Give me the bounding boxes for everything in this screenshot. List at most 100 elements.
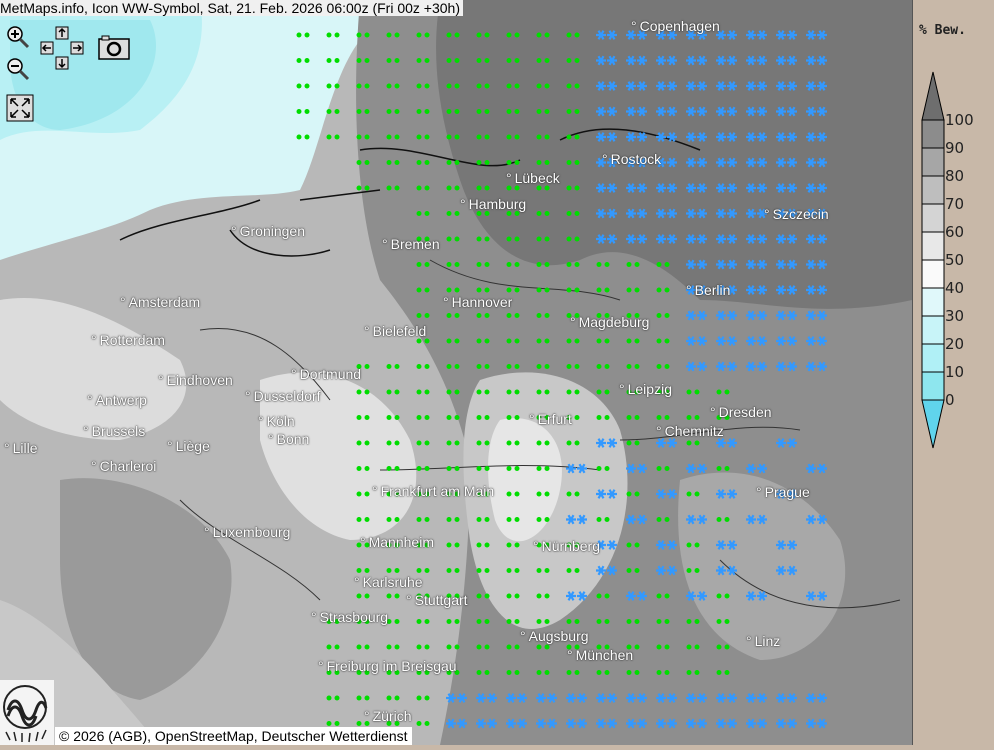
- drizzle-symbol-icon: [536, 109, 550, 114]
- drizzle-symbol-icon: [536, 287, 550, 293]
- snow-symbol-icon: [746, 718, 767, 729]
- snow-symbol-icon: [776, 183, 797, 193]
- zoom-in-icon[interactable]: [5, 24, 33, 52]
- drizzle-symbol-icon: [656, 364, 670, 369]
- drizzle-symbol-icon: [566, 389, 580, 395]
- city-label: Dresden: [710, 405, 772, 419]
- drizzle-symbol-icon: [476, 236, 490, 242]
- snow-symbol-icon: [746, 336, 767, 346]
- drizzle-symbol-icon: [416, 32, 430, 38]
- drizzle-symbol-icon: [596, 338, 610, 344]
- drizzle-symbol-icon: [686, 389, 700, 395]
- snow-symbol-icon: [656, 438, 677, 448]
- drizzle-symbol-icon: [416, 262, 430, 267]
- snow-symbol-icon: [686, 361, 707, 372]
- drizzle-symbol-icon: [446, 415, 460, 420]
- snow-symbol-icon: [656, 106, 677, 117]
- drizzle-symbol-icon: [506, 542, 520, 548]
- drizzle-symbol-icon: [536, 338, 550, 344]
- legend-swatch: [921, 175, 945, 205]
- drizzle-symbol-icon: [446, 58, 460, 63]
- snow-symbol-icon: [776, 693, 797, 703]
- legend-title: % Bew.: [919, 23, 966, 38]
- snow-symbol-icon: [566, 463, 587, 474]
- snow-symbol-icon: [776, 336, 797, 346]
- pan-arrows-icon[interactable]: [40, 26, 86, 72]
- city-label: Rotterdam: [91, 333, 165, 347]
- drizzle-symbol-icon: [506, 134, 520, 140]
- city-label: Eindhoven: [158, 373, 233, 387]
- drizzle-symbol-icon: [656, 338, 670, 344]
- legend: % Bew. 100 90 80 70 60 50 40 30 20 10 0: [912, 0, 994, 745]
- zoom-out-icon[interactable]: [5, 56, 33, 84]
- snow-symbol-icon: [686, 718, 707, 729]
- drizzle-symbol-icon: [506, 415, 520, 420]
- drizzle-symbol-icon: [326, 83, 340, 89]
- fullscreen-icon[interactable]: [6, 94, 34, 122]
- drizzle-symbol-icon: [566, 440, 580, 446]
- snow-symbol-icon: [656, 234, 677, 244]
- snow-symbol-icon: [686, 514, 707, 525]
- drizzle-symbol-icon: [686, 568, 700, 573]
- snow-symbol-icon: [776, 259, 797, 270]
- cloud-cover-layer: [0, 0, 912, 745]
- snow-symbol-icon: [806, 285, 827, 295]
- snow-symbol-icon: [806, 106, 827, 117]
- snow-symbol-icon: [746, 514, 767, 525]
- drizzle-symbol-icon: [386, 466, 400, 471]
- snow-symbol-icon: [746, 106, 767, 117]
- drizzle-symbol-icon: [386, 109, 400, 114]
- drizzle-symbol-icon: [596, 364, 610, 369]
- drizzle-symbol-icon: [476, 517, 490, 522]
- legend-tick-label: 70: [945, 195, 965, 213]
- snow-symbol-icon: [716, 132, 737, 142]
- drizzle-symbol-icon: [356, 491, 370, 497]
- weather-map[interactable]: Copenhagen Rostock Lübeck Hamburg Szczecin Gr…: [0, 0, 912, 745]
- city-label: Leipzig: [619, 382, 672, 396]
- drizzle-symbol-icon: [506, 644, 520, 650]
- drizzle-symbol-icon: [626, 440, 640, 446]
- snow-symbol-icon: [686, 591, 707, 601]
- city-label: Freiburg im Breisgau: [318, 659, 457, 673]
- snow-symbol-icon: [656, 489, 677, 499]
- snow-symbol-icon: [806, 361, 827, 372]
- drizzle-symbol-icon: [386, 389, 400, 395]
- drizzle-symbol-icon: [476, 32, 490, 38]
- drizzle-symbol-icon: [416, 415, 430, 420]
- city-label: Mannheim: [360, 535, 434, 549]
- snow-symbol-icon: [656, 565, 677, 576]
- snow-symbol-icon: [806, 30, 827, 40]
- drizzle-symbol-icon: [686, 670, 700, 675]
- city-label: Antwerp: [87, 393, 147, 407]
- snow-symbol-icon: [776, 132, 797, 142]
- drizzle-symbol-icon: [416, 364, 430, 369]
- drizzle-symbol-icon: [566, 619, 580, 624]
- city-label: Augsburg: [520, 629, 589, 643]
- drizzle-symbol-icon: [386, 593, 400, 599]
- drizzle-symbol-icon: [626, 338, 640, 344]
- snow-symbol-icon: [656, 540, 677, 550]
- drizzle-symbol-icon: [506, 262, 520, 267]
- city-label: Karlsruhe: [354, 575, 423, 589]
- drizzle-symbol-icon: [296, 109, 310, 114]
- snow-symbol-icon: [716, 234, 737, 244]
- drizzle-symbol-icon: [476, 415, 490, 420]
- drizzle-symbol-icon: [566, 185, 580, 191]
- drizzle-symbol-icon: [416, 644, 430, 650]
- snow-symbol-icon: [806, 183, 827, 193]
- drizzle-symbol-icon: [596, 389, 610, 395]
- drizzle-symbol-icon: [536, 185, 550, 191]
- drizzle-symbol-icon: [566, 160, 580, 165]
- drizzle-symbol-icon: [326, 32, 340, 38]
- attribution: © 2026 (AGB), OpenStreetMap, Deutscher W…: [55, 727, 412, 745]
- camera-icon[interactable]: [98, 34, 130, 60]
- drizzle-symbol-icon: [416, 109, 430, 114]
- snow-symbol-icon: [506, 718, 527, 729]
- city-label: Szczecin: [764, 207, 829, 221]
- snow-symbol-icon: [626, 208, 647, 219]
- drizzle-symbol-icon: [506, 338, 520, 344]
- drizzle-symbol-icon: [386, 364, 400, 369]
- drizzle-symbol-icon: [416, 695, 430, 701]
- drizzle-symbol-icon: [656, 287, 670, 293]
- snow-symbol-icon: [686, 310, 707, 321]
